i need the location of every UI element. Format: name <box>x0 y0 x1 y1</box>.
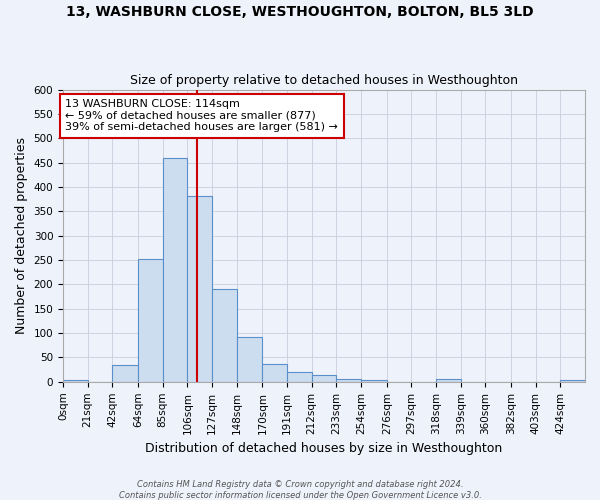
Bar <box>187 196 212 382</box>
Bar <box>361 380 387 382</box>
Bar <box>436 380 461 382</box>
Bar <box>163 158 187 382</box>
Y-axis label: Number of detached properties: Number of detached properties <box>15 137 28 334</box>
Title: Size of property relative to detached houses in Westhoughton: Size of property relative to detached ho… <box>130 74 518 87</box>
Bar <box>337 380 361 382</box>
Bar <box>212 289 236 382</box>
Bar <box>287 372 311 382</box>
Bar <box>311 376 337 382</box>
Text: 13 WASHBURN CLOSE: 114sqm
← 59% of detached houses are smaller (877)
39% of semi: 13 WASHBURN CLOSE: 114sqm ← 59% of detac… <box>65 100 338 132</box>
Text: Contains HM Land Registry data © Crown copyright and database right 2024.
Contai: Contains HM Land Registry data © Crown c… <box>119 480 481 500</box>
Bar <box>138 258 163 382</box>
Bar <box>560 380 585 382</box>
Bar <box>236 338 262 382</box>
X-axis label: Distribution of detached houses by size in Westhoughton: Distribution of detached houses by size … <box>145 442 503 455</box>
Bar <box>63 380 88 382</box>
Bar <box>112 365 138 382</box>
Bar <box>262 364 287 382</box>
Text: 13, WASHBURN CLOSE, WESTHOUGHTON, BOLTON, BL5 3LD: 13, WASHBURN CLOSE, WESTHOUGHTON, BOLTON… <box>66 5 534 19</box>
